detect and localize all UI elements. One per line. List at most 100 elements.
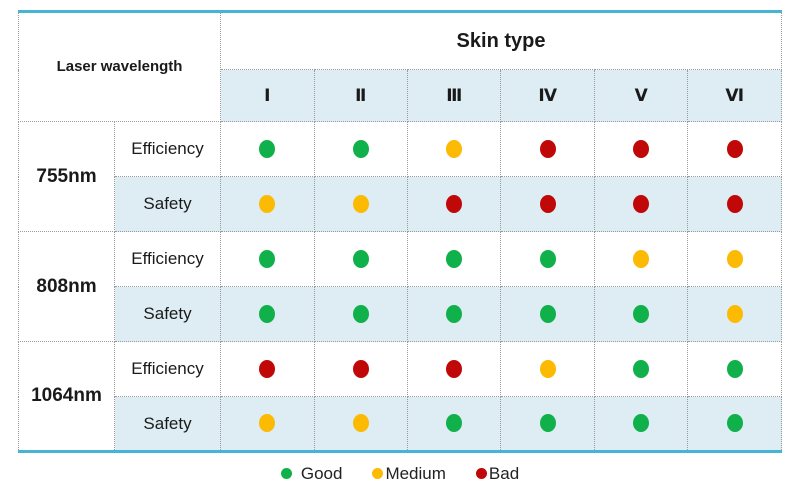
- medium-dot: [539, 359, 556, 378]
- rating-cell: [220, 121, 315, 177]
- bad-dot: [633, 139, 650, 158]
- skin-type-column-header: Ⅱ: [313, 69, 408, 122]
- good-dot: [539, 249, 556, 268]
- bad-dot: [726, 139, 743, 158]
- rating-cell: [406, 396, 502, 452]
- medium-dot: [259, 414, 276, 433]
- bad-dot: [446, 359, 463, 378]
- medium-dot: [352, 194, 369, 213]
- wavelength-label: 1064nm: [18, 341, 115, 452]
- good-legend-dot: [280, 468, 292, 479]
- bad-dot: [446, 194, 463, 213]
- rating-cell: [593, 341, 689, 397]
- rating-cell: [220, 176, 315, 232]
- rating-cell: [220, 231, 315, 287]
- rating-cell: [687, 286, 782, 342]
- safety-row-label: Safety: [113, 396, 222, 452]
- safety-row-label: Safety: [113, 176, 222, 232]
- medium-dot: [352, 414, 369, 433]
- good-dot: [539, 304, 556, 323]
- rating-cell: [687, 396, 782, 452]
- rating-cell: [313, 231, 408, 287]
- legend: Good Medium Bad: [0, 461, 800, 487]
- rating-cell: [500, 286, 595, 342]
- rating-cell: [687, 231, 782, 287]
- rating-cell: [593, 286, 689, 342]
- skin-type-column-header: Ⅴ: [593, 69, 689, 122]
- legend-label: Medium: [385, 464, 446, 483]
- legend-label: Good: [300, 464, 343, 483]
- medium-dot: [726, 304, 743, 323]
- legend-item: Bad: [475, 461, 520, 487]
- good-dot: [446, 414, 463, 433]
- rating-cell: [313, 341, 408, 397]
- laser-wavelength-header: Laser wavelength: [17, 11, 222, 122]
- skin-type-header: Skin type: [220, 11, 782, 70]
- medium-dot: [259, 194, 276, 213]
- table-row: Safety: [19, 286, 782, 342]
- bad-dot: [539, 139, 556, 158]
- good-dot: [259, 249, 276, 268]
- skin-type-column-header: Ⅵ: [687, 69, 782, 122]
- rating-cell: [406, 286, 502, 342]
- rating-cell: [593, 231, 689, 287]
- bad-dot: [352, 359, 369, 378]
- good-dot: [726, 414, 743, 433]
- good-dot: [446, 249, 463, 268]
- good-dot: [259, 139, 276, 158]
- skin-type-column-header: Ⅳ: [500, 69, 595, 122]
- efficiency-row-label: Efficiency: [113, 121, 222, 177]
- bad-dot: [633, 194, 650, 213]
- rating-cell: [500, 231, 595, 287]
- good-dot: [633, 414, 650, 433]
- rating-cell: [593, 396, 689, 452]
- rating-cell: [313, 121, 408, 177]
- table-row: Safety: [19, 176, 782, 232]
- good-dot: [726, 359, 743, 378]
- rating-cell: [406, 176, 502, 232]
- bad-legend-dot: [475, 468, 487, 479]
- bad-dot: [259, 359, 276, 378]
- medium-dot: [446, 139, 463, 158]
- rating-cell: [406, 341, 502, 397]
- good-dot: [633, 304, 650, 323]
- good-dot: [633, 359, 650, 378]
- rating-cell: [313, 396, 408, 452]
- rating-cell: [687, 121, 782, 177]
- rating-cell: [500, 341, 595, 397]
- wavelength-label: 755nm: [18, 121, 115, 232]
- legend-label: Bad: [488, 464, 520, 483]
- table-row: 755nm Efficiency: [18, 121, 782, 232]
- good-dot: [352, 304, 369, 323]
- rating-cell: [500, 176, 595, 232]
- bad-dot: [539, 194, 556, 213]
- medium-dot: [726, 249, 743, 268]
- rating-cell: [687, 176, 782, 232]
- rating-cell: [220, 341, 315, 397]
- table-row: Safety: [19, 396, 782, 452]
- rating-cell: [593, 176, 689, 232]
- table-body: 755nm Efficiency Safety 808nm Efficiency Safe…: [18, 121, 782, 452]
- good-dot: [446, 304, 463, 323]
- skin-type-column-header: Ⅲ: [406, 69, 502, 122]
- good-dot: [539, 414, 556, 433]
- efficiency-row-label: Efficiency: [113, 341, 222, 397]
- rating-cell: [500, 121, 595, 177]
- table-row: 808nm Efficiency: [18, 231, 782, 342]
- rating-cell: [313, 286, 408, 342]
- medium-legend-dot: [372, 468, 384, 479]
- good-dot: [259, 304, 276, 323]
- bad-dot: [726, 194, 743, 213]
- rating-cell: [406, 231, 502, 287]
- rating-cell: [220, 396, 315, 452]
- safety-row-label: Safety: [113, 286, 222, 342]
- rating-cell: [593, 121, 689, 177]
- good-dot: [352, 139, 369, 158]
- rating-cell: [500, 396, 595, 452]
- rating-cell: [406, 121, 502, 177]
- legend-item: Medium: [372, 461, 446, 487]
- legend-item: Good: [280, 461, 343, 487]
